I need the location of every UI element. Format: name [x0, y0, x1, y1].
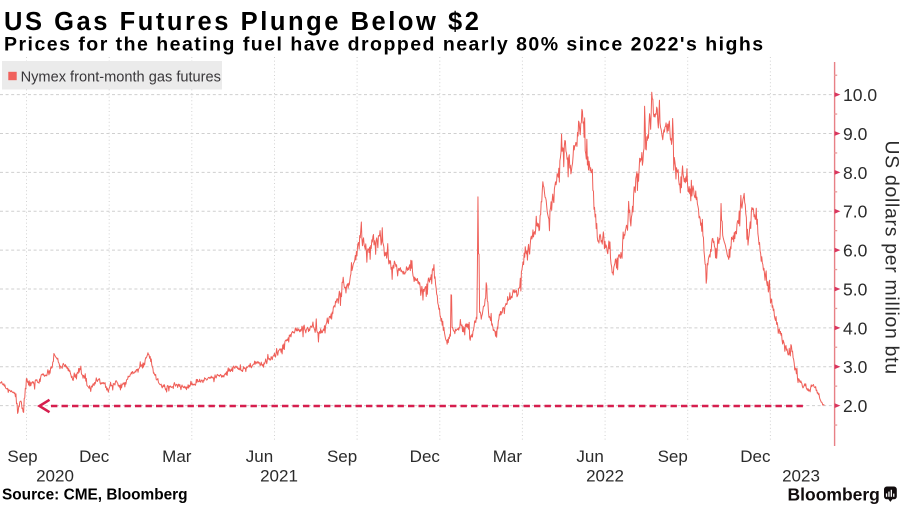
- svg-text:10.0: 10.0: [843, 85, 877, 105]
- svg-text:Source: CME, Bloomberg: Source: CME, Bloomberg: [2, 487, 188, 504]
- svg-text:2.0: 2.0: [843, 396, 868, 416]
- svg-text:Mar: Mar: [493, 447, 523, 466]
- svg-text:Bloomberg: Bloomberg: [788, 485, 880, 505]
- svg-text:2021: 2021: [260, 467, 298, 486]
- svg-text:US dollars per million btu: US dollars per million btu: [881, 141, 900, 375]
- svg-text:4.0: 4.0: [843, 318, 868, 338]
- svg-text:Dec: Dec: [79, 447, 110, 466]
- svg-text:Mar: Mar: [162, 447, 192, 466]
- svg-text:3.0: 3.0: [843, 357, 868, 377]
- svg-text:Sep: Sep: [327, 447, 357, 466]
- svg-text:2022: 2022: [586, 467, 624, 486]
- svg-text:7.0: 7.0: [843, 202, 868, 222]
- svg-text:Dec: Dec: [410, 447, 441, 466]
- svg-text:Prices for the heating fuel ha: Prices for the heating fuel have dropped…: [4, 34, 765, 56]
- svg-text:Sep: Sep: [7, 447, 37, 466]
- svg-text:Jun: Jun: [576, 447, 603, 466]
- svg-text:8.0: 8.0: [843, 163, 868, 183]
- svg-text:Jun: Jun: [246, 447, 273, 466]
- svg-text:Nymex front-month gas futures: Nymex front-month gas futures: [21, 69, 221, 85]
- svg-text:2023: 2023: [782, 467, 820, 486]
- svg-text:Sep: Sep: [658, 447, 688, 466]
- svg-text:US Gas Futures Plunge Below $2: US Gas Futures Plunge Below $2: [4, 8, 482, 36]
- svg-text:2020: 2020: [36, 467, 74, 486]
- svg-text:6.0: 6.0: [843, 241, 868, 261]
- svg-text:5.0: 5.0: [843, 279, 868, 299]
- svg-text:Dec: Dec: [740, 447, 771, 466]
- svg-text:9.0: 9.0: [843, 124, 868, 144]
